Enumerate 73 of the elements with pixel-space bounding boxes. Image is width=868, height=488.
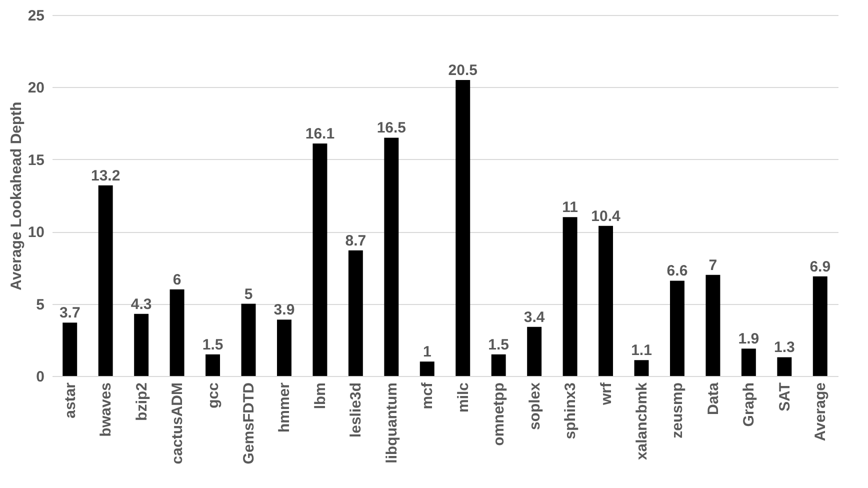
data-label: 1.5 [202,336,224,354]
data-label: 10.4 [591,208,622,225]
data-label: 1.3 [774,339,795,356]
data-label: 16.5 [376,120,406,137]
data-label: 1 [422,344,432,361]
y-tick-label: 5 [36,296,44,314]
data-label: 1.5 [488,336,510,354]
x-tick-label: cactusADM [169,382,186,464]
data-label: 3.9 [274,302,295,319]
data-label: 8.7 [345,232,366,250]
x-tick-label: omnetpp [490,382,508,446]
x-tick-label: bwaves [98,382,115,437]
data-label: 11 [562,199,578,216]
x-tick-label: astar [62,382,79,418]
y-tick-label: 10 [28,224,44,242]
x-tick-label: GemsFDTD [240,382,258,464]
data-label: 5 [244,286,253,303]
data-label: 6 [172,271,182,288]
x-tick-label: wrf [598,381,615,406]
x-tick-label: leslie3d [348,382,365,438]
x-tick-label: sphinx3 [562,382,580,440]
y-tick-label: 20 [28,80,44,97]
data-label: 1.1 [631,342,652,360]
x-tick-label: Graph [740,382,758,427]
x-tick-label: soplex [526,382,544,430]
bar [527,326,542,376]
bar [634,360,649,376]
y-axis-title: Average Lookahead Depth [8,102,25,290]
x-tick-label: lbm [312,382,329,410]
bar [348,250,363,376]
bar [62,322,78,376]
bar [241,304,256,376]
data-label: 7 [708,256,718,274]
bar [456,80,470,376]
bar [420,362,434,376]
x-tick-label: zeusmp [669,382,686,438]
bar [206,354,220,376]
data-label: 6.9 [810,258,831,276]
data-label: 4.3 [130,296,152,313]
bar [134,314,149,376]
x-tick-label: Data [704,382,722,416]
bar [170,289,184,376]
bar [706,274,720,376]
bar [98,185,113,376]
x-tick-label: xalancbmk [634,382,650,460]
x-tick-label: libquantum [383,382,400,464]
bar [812,276,828,376]
data-label: 16.1 [305,126,335,143]
bar [384,138,399,376]
x-tick-label: milc [454,382,472,413]
y-tick-label: 0 [36,368,44,386]
y-tick-label: 15 [28,152,44,169]
data-label: 20.5 [448,62,478,79]
x-tick-label: hmmer [276,382,294,433]
bar [276,320,292,376]
bar [741,348,756,376]
bar [777,357,792,376]
data-label: 13.2 [90,167,120,184]
bar [670,280,684,376]
x-tick-label: SAT [776,382,794,412]
bar [598,226,614,376]
data-label: 3.7 [59,304,80,322]
x-tick-label: mcf [419,382,436,410]
data-label: 1.9 [738,330,760,348]
bar [312,144,328,376]
bar [562,217,578,376]
x-tick-label: Average [812,382,830,442]
bar [491,354,506,376]
data-label: 3.4 [524,308,546,326]
y-tick-label: 25 [28,8,44,24]
x-tick-label: gcc [204,382,222,408]
x-tick-label: bzip2 [133,382,150,421]
data-label: 6.6 [666,262,688,280]
